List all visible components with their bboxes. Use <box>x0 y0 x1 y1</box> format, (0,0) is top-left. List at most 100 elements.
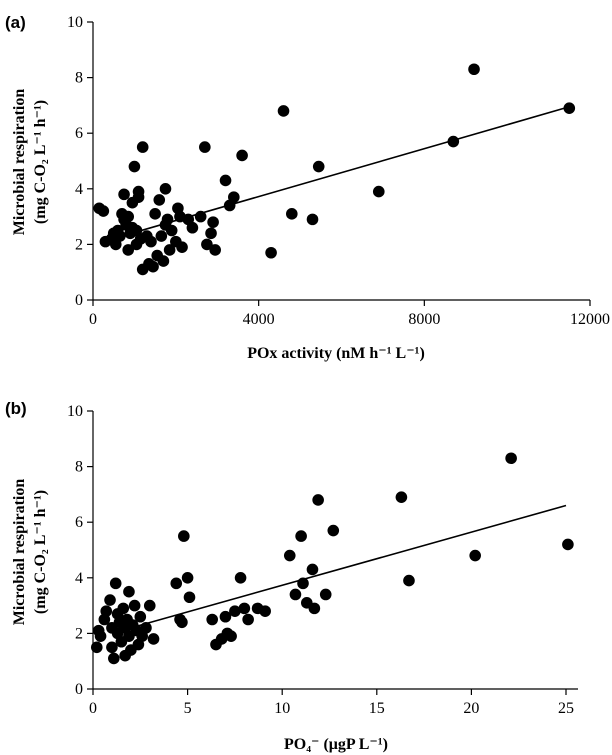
data-point <box>319 588 332 601</box>
data-point <box>277 105 290 117</box>
x-tick-label: 4000 <box>243 311 275 328</box>
y-tick-label: 4 <box>75 181 83 198</box>
panel-b-points <box>90 452 574 665</box>
y-tick-label: 8 <box>75 459 83 476</box>
data-point <box>114 230 126 242</box>
data-point <box>170 577 183 590</box>
data-point <box>176 616 188 629</box>
data-point <box>205 227 217 240</box>
data-point <box>242 613 254 626</box>
data-point <box>123 585 135 598</box>
y-tick-label: 0 <box>75 681 83 698</box>
data-point <box>155 230 168 242</box>
data-point <box>206 613 218 626</box>
y-tick-label: 2 <box>75 236 83 253</box>
data-point <box>468 63 480 76</box>
data-point <box>236 149 248 162</box>
panel-a-points <box>93 63 576 276</box>
data-point <box>122 210 135 223</box>
panel-b-y-title-line2: (mg C-O₂ L⁻¹ h⁻¹) <box>32 490 49 614</box>
data-point <box>229 605 241 617</box>
data-point <box>147 633 160 645</box>
panel-a-y-title-line1: Microbial respiration <box>11 89 28 236</box>
data-point <box>128 160 141 173</box>
data-point <box>199 141 211 153</box>
data-point <box>562 538 574 551</box>
data-point <box>372 185 385 198</box>
x-tick-label: 15 <box>369 700 385 717</box>
data-point <box>134 610 147 623</box>
x-tick-label: 0 <box>89 700 97 717</box>
data-point <box>109 577 122 590</box>
data-point <box>306 213 319 226</box>
data-point <box>308 602 321 615</box>
data-point <box>201 238 213 251</box>
data-point <box>149 208 161 220</box>
data-point <box>306 563 319 576</box>
data-point <box>136 141 149 153</box>
y-tick-label: 10 <box>67 403 83 420</box>
data-point <box>403 574 415 587</box>
x-tick-label: 12000 <box>570 311 610 328</box>
data-point <box>108 652 120 665</box>
data-point <box>289 588 302 601</box>
y-tick-label: 0 <box>75 292 83 309</box>
panel-b-label: (b) <box>5 399 27 418</box>
data-point <box>163 244 176 256</box>
data-point <box>259 605 271 617</box>
data-point <box>176 241 188 253</box>
data-point <box>207 216 219 228</box>
data-point <box>209 244 221 256</box>
data-point <box>228 191 240 203</box>
x-tick-label: 10 <box>274 700 290 717</box>
data-point <box>165 224 178 237</box>
data-point <box>265 246 277 259</box>
x-tick-label: 20 <box>463 700 479 717</box>
data-point <box>312 494 324 506</box>
x-tick-label: 5 <box>184 700 192 717</box>
data-point <box>186 221 199 234</box>
panel-a-y-ticks: 0 2 4 6 8 10 <box>67 14 93 309</box>
data-point <box>327 524 340 537</box>
data-point <box>117 602 130 615</box>
data-point <box>234 572 247 584</box>
panel-a-trendline <box>121 106 570 237</box>
data-point <box>178 530 190 542</box>
panel-b-trendline <box>130 504 567 629</box>
data-point <box>118 188 130 201</box>
data-point <box>295 530 307 542</box>
data-point <box>395 491 408 503</box>
data-point <box>153 194 166 206</box>
data-point <box>181 572 194 584</box>
data-point <box>159 183 172 195</box>
data-point <box>122 244 135 256</box>
data-point <box>90 641 103 654</box>
panel-b-y-ticks: 0 2 4 6 8 10 <box>67 403 93 698</box>
panel-b-x-title: PO₄⁻ (μgP L⁻¹) <box>284 736 388 753</box>
data-point <box>469 549 481 562</box>
y-tick-label: 8 <box>75 70 83 87</box>
data-point <box>505 452 517 465</box>
data-point <box>147 260 159 273</box>
data-point <box>143 599 156 612</box>
data-point <box>104 594 116 606</box>
y-tick-label: 4 <box>75 570 83 587</box>
panel-b-y-title-line1: Microbial respiration <box>11 479 28 626</box>
data-point <box>97 205 110 217</box>
data-point <box>238 602 251 615</box>
y-tick-label: 2 <box>75 625 83 642</box>
data-point <box>283 549 296 562</box>
y-tick-label: 10 <box>67 14 83 31</box>
data-point <box>312 160 325 173</box>
data-point <box>100 605 113 617</box>
x-tick-label: 25 <box>558 700 574 717</box>
data-point <box>106 641 118 654</box>
data-point <box>128 599 141 612</box>
data-point <box>219 610 232 623</box>
x-tick-label: 8000 <box>408 311 440 328</box>
panel-a: (a) 0 2 4 6 8 10 0 4000 8000 12000 POx activity … <box>5 13 610 362</box>
data-point <box>219 174 232 187</box>
panel-a-x-ticks: 0 4000 8000 12000 <box>89 300 610 328</box>
data-point <box>183 591 196 604</box>
